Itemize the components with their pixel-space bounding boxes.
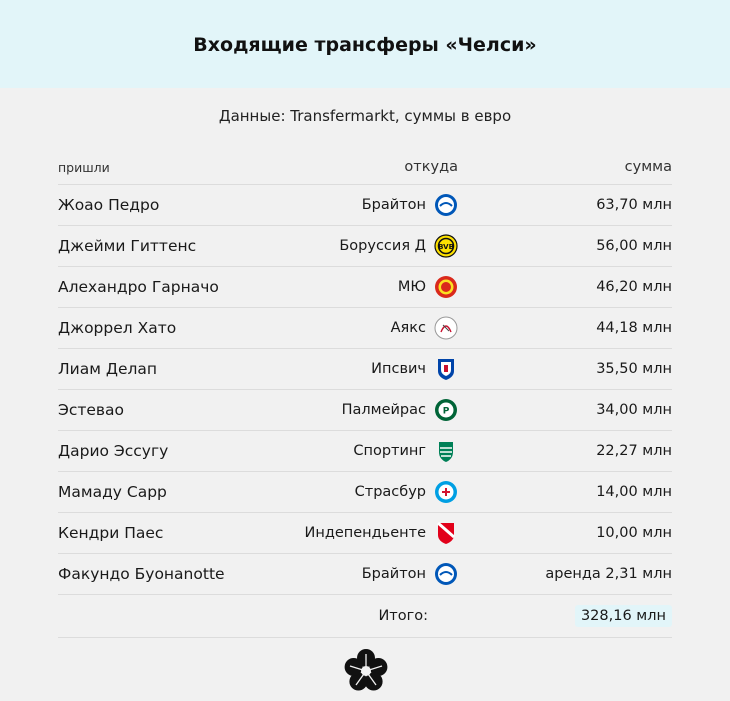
- from-club-name: Спортинг: [353, 443, 426, 459]
- player-name: Алехандро Гарначо: [58, 278, 219, 296]
- table-header: пришли откуда сумма: [58, 150, 672, 185]
- dortmund-logo-icon: BVB: [434, 234, 458, 258]
- from-club: Брайтон: [298, 193, 458, 217]
- from-club: МЮ: [298, 275, 458, 299]
- transfer-fee: 44,18 млн: [596, 320, 672, 336]
- transfers-table: пришли откуда сумма Жоао Педро Брайтон 63,…: [58, 150, 672, 638]
- transfer-fee: 34,00 млн: [596, 402, 672, 418]
- strasbourg-logo-icon: [435, 481, 457, 503]
- transfer-fee: 56,00 млн: [596, 238, 672, 254]
- column-header-player: пришли: [58, 159, 110, 175]
- transfer-fee: аренда 2,31 млн: [545, 566, 672, 582]
- player-name: Эстевао: [58, 401, 125, 419]
- total-row: Итого: 328,16 млн: [58, 595, 672, 638]
- player-name: Джейми Гиттенс: [58, 237, 197, 255]
- from-club: Ипсвич: [298, 357, 458, 381]
- total-value: 328,16 млн: [574, 605, 672, 627]
- from-club-name: Брайтон: [361, 566, 426, 582]
- man-utd-logo-icon: [435, 276, 457, 298]
- player-name: Дарио Эссугу: [58, 442, 169, 460]
- independiente-logo-icon: [437, 521, 455, 544]
- brighton-logo-icon: [435, 194, 457, 216]
- from-club-name: Аякс: [390, 320, 426, 336]
- table-row: Эстевао Палмейрас P 34,00 млн: [58, 390, 672, 431]
- from-club-name: Индепендьенте: [304, 525, 427, 541]
- from-club-name: Палмейрас: [341, 402, 426, 418]
- player-name: Кендри Паес: [58, 524, 164, 542]
- from-club: Палмейрас P: [298, 398, 458, 422]
- player-name: Джоррел Хато: [58, 319, 177, 337]
- table-row: Алехандро Гарначо МЮ 46,20 млн: [58, 267, 672, 308]
- svg-text:P: P: [443, 407, 450, 417]
- transfer-fee: 35,50 млн: [596, 361, 672, 377]
- table-row: Джейми Гиттенс Боруссия Д BVB 56,00 млн: [58, 226, 672, 267]
- table-row: Кендри Паес Индепендьенте 10,00 млн: [58, 513, 672, 554]
- player-name: Мамаду Сарр: [58, 483, 167, 501]
- transfer-fee: 63,70 млн: [596, 197, 672, 213]
- page-title: Входящие трансферы «Челси»: [193, 34, 537, 56]
- subtitle: Данные: Transfermarkt, суммы в евро: [218, 107, 512, 125]
- svg-text:BVB: BVB: [438, 243, 454, 251]
- table-row: Факундо Буонаnotte Брайтон аренда 2,31 млн: [58, 554, 672, 595]
- from-club: Страсбур: [298, 480, 458, 504]
- player-name: Жоао Педро: [58, 196, 160, 214]
- player-name: Лиам Делап: [58, 360, 158, 378]
- from-club-name: Боруссия Д: [339, 238, 426, 254]
- sporting-logo-icon: [439, 442, 453, 462]
- player-name: Факундо Буонаnotte: [58, 565, 225, 583]
- total-label: Итого:: [378, 608, 428, 624]
- palmeiras-logo-icon: P: [435, 399, 457, 421]
- transfer-fee: 10,00 млн: [596, 525, 672, 541]
- transfer-fee: 22,27 млн: [596, 443, 672, 459]
- from-club: Индепендьенте: [298, 521, 458, 545]
- table-row: Жоао Педро Брайтон 63,70 млн: [58, 185, 672, 226]
- from-club: Аякс: [298, 316, 458, 340]
- from-club: Боруссия Д BVB: [298, 234, 458, 258]
- column-header-fee: сумма: [624, 159, 672, 175]
- transfer-fee: 14,00 млн: [596, 484, 672, 500]
- column-header-from: откуда: [404, 159, 458, 175]
- table-row: Джоррел Хато Аякс 44,18 млн: [58, 308, 672, 349]
- from-club: Спортинг: [298, 439, 458, 463]
- brighton-logo-icon: [435, 563, 457, 585]
- ipswich-logo-icon: [438, 359, 454, 380]
- transfer-fee: 46,20 млн: [596, 279, 672, 295]
- flower-logo-icon: [344, 649, 388, 691]
- title-banner: Входящие трансферы «Челси»: [0, 0, 730, 88]
- table-row: Мамаду Сарр Страсбур 14,00 млн: [58, 472, 672, 513]
- table-row: Дарио Эссугу Спортинг 22,27 млн: [58, 431, 672, 472]
- from-club: Брайтон: [298, 562, 458, 586]
- from-club-name: Ипсвич: [371, 361, 426, 377]
- ajax-logo-icon: [434, 316, 458, 340]
- from-club-name: МЮ: [397, 279, 426, 295]
- from-club-name: Брайтон: [361, 197, 426, 213]
- from-club-name: Страсбур: [354, 484, 426, 500]
- table-row: Лиам Делап Ипсвич 35,50 млн: [58, 349, 672, 390]
